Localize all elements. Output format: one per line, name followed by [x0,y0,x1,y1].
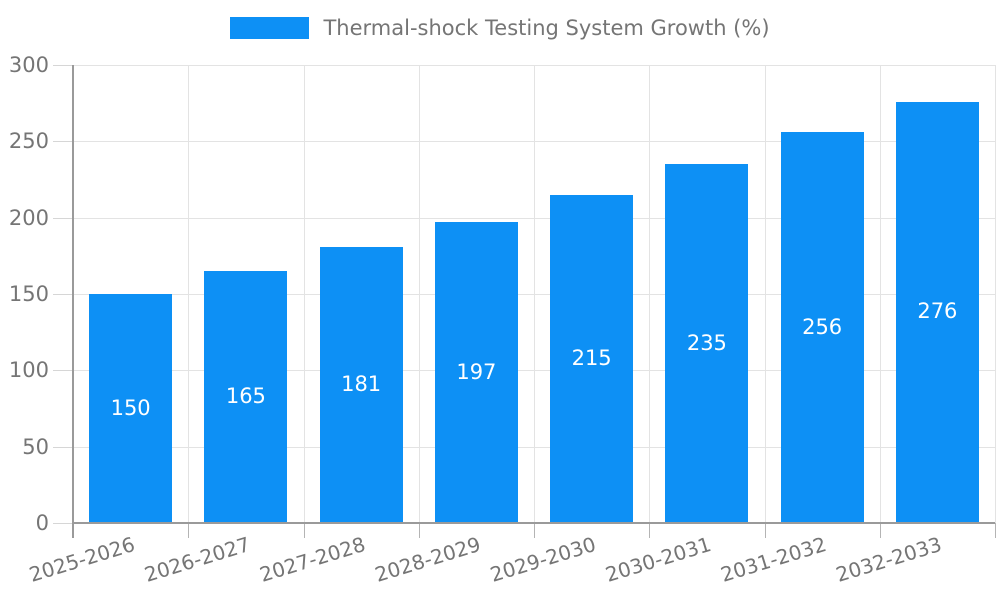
y-axis-tick [53,446,73,448]
x-tick-label: 2031-2032 [717,532,830,587]
gridline-vertical [534,65,535,523]
bar-value-label: 256 [802,314,843,339]
x-axis-line [72,522,995,524]
x-tick-label: 2026-2027 [141,532,253,587]
bar-value-label: 165 [225,384,266,409]
y-axis-tick [53,65,73,66]
gridline-vertical [649,65,651,523]
y-axis-tick [53,370,73,372]
y-tick-label: 50 [22,434,49,459]
x-axis-tick [995,523,996,538]
bar[interactable]: 150 [89,294,173,523]
legend[interactable]: Thermal-shock Testing System Growth (%) [0,14,1000,42]
y-axis-tick [53,294,73,295]
y-tick-label: 300 [8,53,49,77]
bar-value-label: 181 [341,371,382,396]
x-tick-label: 2028-2029 [372,532,484,587]
bar[interactable]: 165 [204,271,288,523]
y-tick-label: 250 [8,129,49,154]
x-axis-tick [188,523,190,538]
bar-value-label: 276 [917,299,958,324]
y-axis-tick [53,217,73,219]
bar-value-label: 235 [686,330,727,355]
gridline-vertical [995,65,996,523]
y-axis-line [72,65,74,538]
bar-value-label: 197 [456,359,497,384]
x-axis-tick [303,523,305,538]
gridline-vertical [764,65,766,523]
x-tick-label: 2027-2028 [256,532,369,587]
y-tick-label: 200 [8,205,49,230]
gridline-vertical [303,65,305,523]
bar[interactable]: 235 [665,164,749,523]
bar-value-label: 215 [571,345,612,370]
y-tick-label: 100 [8,358,49,383]
x-axis-tick [418,523,420,538]
gridline-vertical [188,65,190,523]
y-tick-label: 0 [35,511,49,535]
bar[interactable]: 215 [550,194,634,523]
gridline-vertical [879,65,881,523]
x-tick-label: 2029-2030 [487,532,599,587]
bar[interactable]: 197 [434,222,518,523]
x-tick-label: 2032-2033 [833,532,945,587]
x-axis-tick [534,523,535,538]
x-tick-label: 2030-2031 [602,532,714,587]
legend-swatch [230,17,310,39]
y-axis-tick [53,523,73,524]
bar[interactable]: 256 [780,132,864,523]
bar[interactable]: 276 [895,101,979,523]
x-axis-tick [764,523,766,538]
legend-label: Thermal-shock Testing System Growth (%) [323,16,770,40]
x-axis-tick [649,523,651,538]
bar-value-label: 150 [110,395,151,420]
x-tick-label: 2025-2026 [26,532,138,587]
y-tick-label: 150 [8,282,49,306]
gridline-vertical [418,65,420,523]
y-axis-tick [53,141,73,143]
bar[interactable]: 181 [319,246,403,523]
x-axis-tick [879,523,881,538]
